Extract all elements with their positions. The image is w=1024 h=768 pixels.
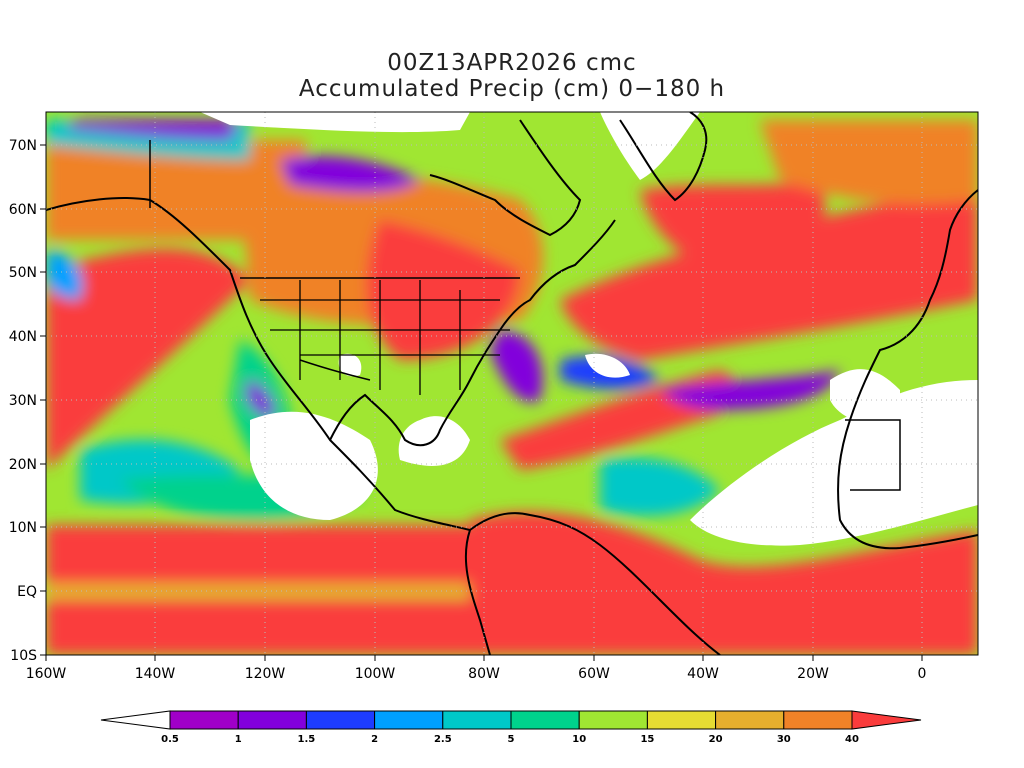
colorbar-level-label: 30	[777, 734, 791, 745]
colorbar-level-label: 20	[709, 734, 723, 745]
colorbar-segment	[646, 710, 717, 730]
colorbar-level-label: 40	[845, 734, 859, 745]
lat-label: 10N	[9, 520, 37, 536]
lat-label: 10S	[10, 648, 37, 664]
colorbar: 0.5 1 1.5 2 2.5 5 10 15 20 30 40	[100, 710, 922, 745]
colorbar-segment	[851, 710, 922, 730]
colorbar-segment	[510, 710, 580, 730]
state-borders	[260, 280, 510, 395]
colorbar-segment	[715, 710, 785, 730]
y-axis: 70N 60N 50N 40N 30N 20N 10N EQ 10S	[9, 138, 46, 664]
colorbar-segment	[374, 710, 444, 730]
lat-label: 60N	[9, 202, 37, 218]
colorbar-level-label: 2	[371, 734, 378, 745]
colorbar-level-label: 0.5	[161, 734, 179, 745]
colorbar-segment	[578, 710, 648, 730]
colorbar-level-label: 2.5	[434, 734, 452, 745]
lon-label: 120W	[245, 666, 286, 682]
map-frame	[45, 111, 979, 656]
colorbar-segment	[783, 710, 853, 730]
lat-label: EQ	[17, 584, 37, 600]
colorbar-segment	[169, 710, 239, 730]
colorbar-level-label: 10	[572, 734, 586, 745]
precip-field	[46, 112, 978, 655]
lon-label: 20W	[797, 666, 829, 682]
lat-label: 70N	[9, 138, 37, 154]
x-axis: 160W 140W 120W 100W 80W 60W 40W 20W 0	[26, 655, 927, 682]
coastlines	[46, 112, 978, 655]
map-title-line1: 00Z13APR2026 cmc	[387, 50, 637, 76]
colorbar-segment	[442, 710, 512, 730]
map-title-line2: Accumulated Precip (cm) 0−180 h	[298, 76, 726, 102]
lat-label: 30N	[9, 393, 37, 409]
lon-label: 160W	[26, 666, 67, 682]
colorbar-segment	[100, 710, 171, 730]
colorbar-segment	[237, 710, 307, 730]
lat-label: 50N	[9, 265, 37, 281]
colorbar-level-label: 5	[508, 734, 515, 745]
lon-label: 40W	[687, 666, 719, 682]
lat-label: 20N	[9, 457, 37, 473]
colorbar-level-label: 1	[235, 734, 242, 745]
lon-label: 140W	[135, 666, 176, 682]
lon-label: 100W	[355, 666, 396, 682]
colorbar-level-label: 1.5	[298, 734, 316, 745]
lon-label: 60W	[578, 666, 610, 682]
lon-label: 0	[918, 666, 927, 682]
lat-label: 40N	[9, 329, 37, 345]
graticule	[46, 112, 978, 655]
colorbar-segment	[305, 710, 376, 730]
colorbar-level-label: 15	[640, 734, 654, 745]
lon-label: 80W	[468, 666, 500, 682]
